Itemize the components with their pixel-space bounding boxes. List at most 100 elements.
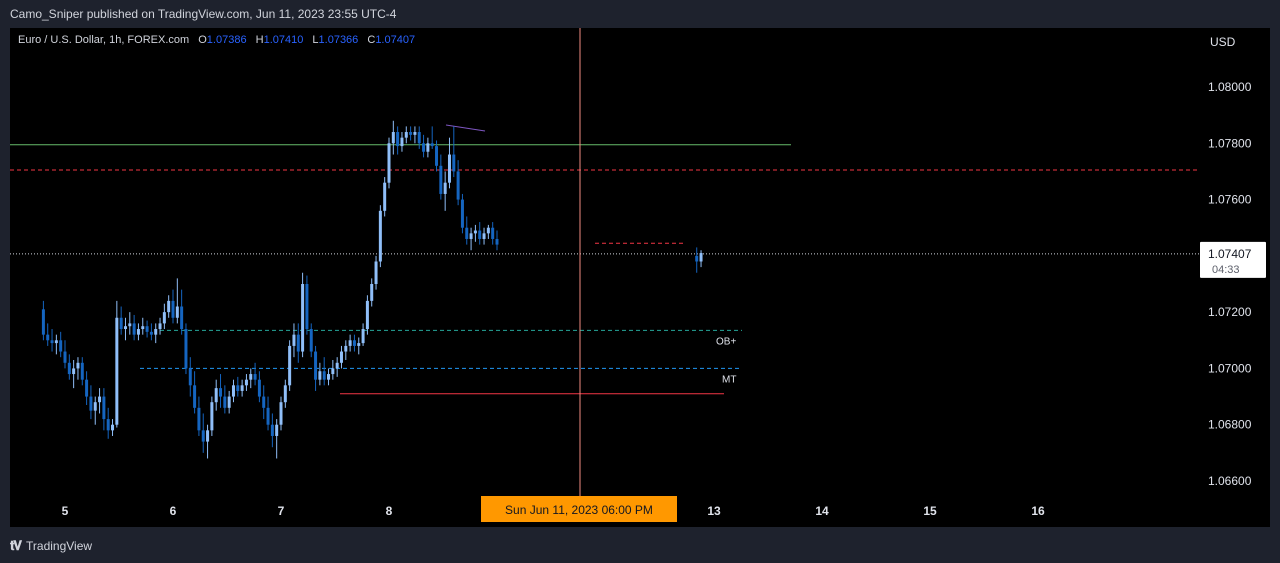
- time-tick-label: 14: [815, 504, 829, 518]
- candle: [447, 137, 451, 189]
- candle-body: [59, 340, 63, 352]
- chart-legend: Euro / U.S. Dollar, 1h, FOREX.com O1.073…: [18, 34, 415, 46]
- candle-body: [158, 323, 162, 330]
- candle-body: [201, 430, 205, 442]
- candle: [331, 359, 335, 380]
- candle: [318, 362, 322, 386]
- low-value: 1.07366: [318, 34, 359, 46]
- candle: [85, 371, 89, 406]
- candle-body: [106, 419, 110, 431]
- candle-body: [495, 238, 499, 245]
- crosshair-time-badge: [481, 496, 677, 522]
- candle: [171, 289, 175, 324]
- candle: [149, 323, 153, 341]
- ob-plus-label: OB+: [716, 336, 736, 347]
- candle: [283, 379, 287, 408]
- close-value: 1.07407: [375, 34, 416, 46]
- price-tick-label: 1.07000: [1208, 361, 1252, 375]
- candle: [417, 126, 421, 149]
- candle-body: [352, 340, 356, 346]
- tradingview-brand[interactable]: 𝐭𝐕 TradingView: [10, 538, 92, 554]
- candle: [180, 289, 184, 335]
- candle: [63, 340, 67, 369]
- candle-body: [167, 300, 171, 313]
- candle: [231, 379, 235, 403]
- candle-body: [162, 312, 166, 324]
- time-tick-label: 15: [923, 504, 937, 518]
- candle-body: [305, 284, 309, 330]
- candle-body: [223, 396, 227, 408]
- candle: [266, 396, 270, 431]
- candle: [184, 323, 188, 375]
- candle: [210, 396, 214, 436]
- chart-frame[interactable]: OB+MT USD1.080001.078001.076001.074001.0…: [10, 28, 1270, 527]
- candle: [491, 222, 495, 245]
- candle-body: [188, 368, 192, 386]
- candle: [41, 300, 45, 341]
- candle: [469, 227, 473, 251]
- candle-body: [365, 300, 369, 330]
- candle: [486, 224, 490, 239]
- levels-layer: OB+ MT: [10, 28, 1200, 496]
- candle: [54, 334, 58, 355]
- candle: [154, 323, 158, 344]
- candle-body: [348, 340, 352, 346]
- bottom-bar: 𝐭𝐕 TradingView: [0, 527, 1280, 563]
- candles-layer: [41, 120, 703, 459]
- candle-body: [171, 300, 175, 318]
- crosshair-time-label: Sun Jun 11, 2023 06:00 PM: [505, 503, 653, 517]
- candle-body: [119, 317, 123, 330]
- candle-body: [102, 396, 106, 420]
- candle-body: [327, 374, 331, 380]
- brand-name: TradingView: [26, 539, 93, 553]
- candle: [478, 222, 482, 245]
- candle: [46, 323, 50, 346]
- candle: [249, 368, 253, 389]
- candle-body: [279, 402, 283, 425]
- candle-body: [695, 255, 699, 262]
- open-value: 1.07386: [206, 34, 247, 46]
- candle: [89, 385, 93, 420]
- candle-body: [80, 362, 84, 380]
- candle: [141, 317, 145, 335]
- candle-body: [344, 345, 348, 352]
- candle-body: [132, 323, 136, 335]
- candle-body: [180, 306, 184, 330]
- candle: [123, 317, 127, 341]
- candle: [214, 379, 218, 411]
- candle-body: [76, 362, 80, 369]
- candle-body: [383, 182, 387, 211]
- candle: [119, 306, 123, 335]
- candle-body: [430, 143, 434, 147]
- candlestick-chart[interactable]: OB+MT USD1.080001.078001.076001.074001.0…: [10, 28, 1270, 527]
- candle: [206, 424, 210, 459]
- candle-body: [331, 368, 335, 375]
- candle-body: [361, 329, 365, 344]
- price-tick-label: 1.06800: [1208, 418, 1252, 432]
- candle-body: [309, 329, 313, 352]
- time-tick-label: 8: [386, 504, 393, 518]
- candle-body: [184, 329, 188, 369]
- candle-body: [128, 323, 132, 327]
- time-tick-label: 6: [170, 504, 177, 518]
- candle: [430, 126, 434, 149]
- candle-body: [491, 227, 495, 239]
- candle: [162, 303, 166, 330]
- candle-body: [98, 396, 102, 403]
- last-price-value: 1.07407: [1208, 247, 1252, 261]
- candle: [197, 396, 201, 436]
- candle-body: [396, 132, 400, 147]
- candle: [72, 359, 76, 389]
- candle-body: [486, 227, 490, 234]
- currency-label: USD: [1210, 35, 1236, 49]
- candle-body: [288, 345, 292, 386]
- axis-layer: USD1.080001.078001.076001.074001.072001.…: [62, 35, 1266, 522]
- candle: [240, 379, 244, 397]
- candle: [80, 357, 84, 386]
- candle: [465, 216, 469, 245]
- trend-connector-line: [445, 124, 486, 132]
- candle-body: [447, 154, 451, 183]
- candle: [128, 312, 132, 335]
- candle: [322, 357, 326, 386]
- time-tick-label: 13: [707, 504, 721, 518]
